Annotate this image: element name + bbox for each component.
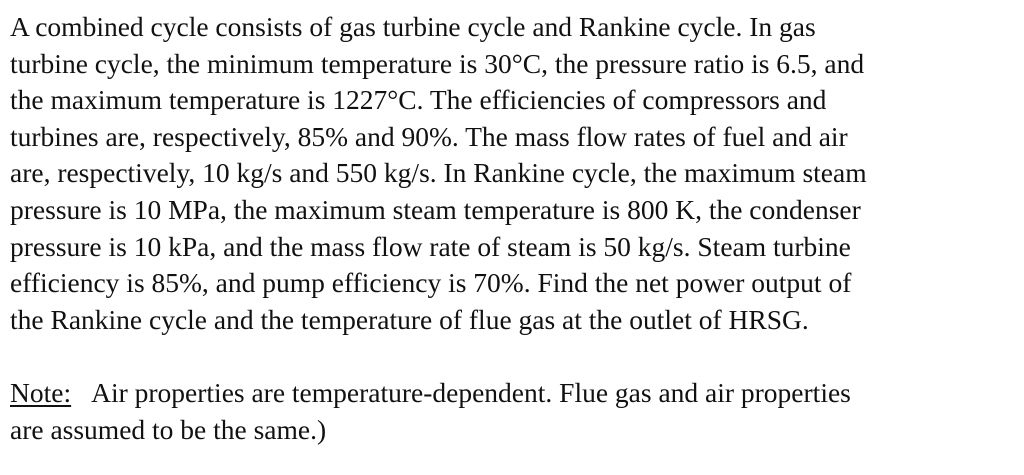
note-label: Note: (10, 376, 72, 408)
problem-line: turbines are, respectively, 85% and 90%.… (10, 120, 848, 152)
problem-line: pressure is 10 MPa, the maximum steam te… (10, 193, 861, 225)
problem-line: are, respectively, 10 kg/s and 550 kg/s.… (10, 157, 867, 189)
note-line: Note: Air properties are temperature-depe… (10, 375, 1016, 412)
problem-line: A combined cycle consists of gas turbine… (10, 11, 816, 42)
problem-line: turbine cycle, the minimum temperature i… (10, 47, 865, 79)
problem-line: the maximum temperature is 1227°C. The e… (10, 84, 827, 116)
problem-line: pressure is 10 kPa, and the mass flow ra… (10, 230, 851, 262)
note-section: Note: Air properties are temperature-depe… (10, 375, 1016, 448)
problem-line: the Rankine cycle and the temperature of… (10, 303, 809, 335)
problem-statement: A combined cycle consists of gas turbine… (10, 9, 1016, 338)
problem-line: efficiency is 85%, and pump efficiency i… (10, 267, 852, 299)
document-page: A combined cycle consists of gas turbine… (10, 9, 1016, 448)
note-line: are assumed to be the same.) (10, 413, 327, 445)
note-text: Air properties are temperature-dependent… (91, 376, 851, 408)
